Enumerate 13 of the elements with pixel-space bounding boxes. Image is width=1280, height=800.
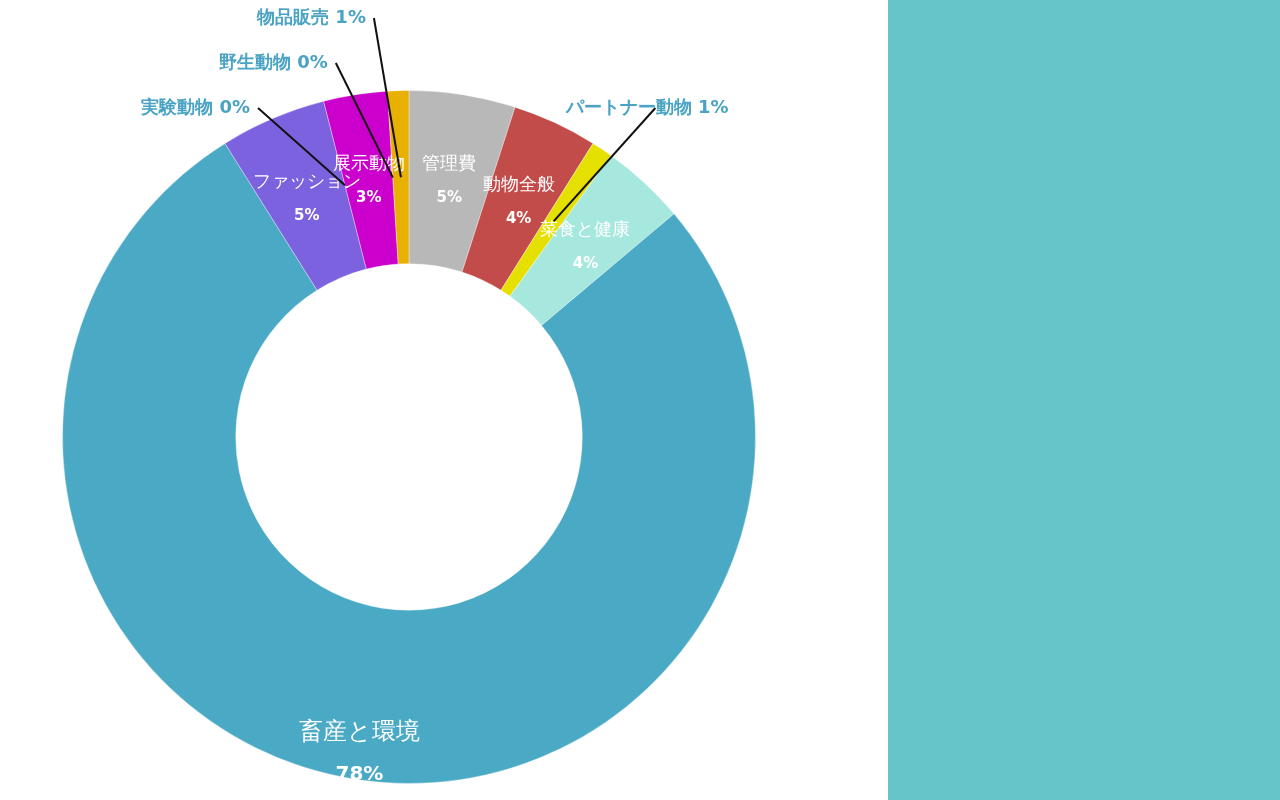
data-label: 5% [436, 188, 462, 207]
data-label: 3% [356, 188, 382, 207]
data-label: 4% [572, 254, 599, 273]
slice-label: パートナー動物 1% [564, 95, 729, 117]
category-label: 実験動物 0% [141, 95, 250, 117]
slice-label: 畜産と環境 [298, 717, 420, 746]
slice-label: 物品販売 1% [256, 5, 366, 27]
data-label: 4% [505, 209, 532, 228]
category-label: 野生動物 0% [219, 50, 328, 72]
data-label: 78% [335, 761, 384, 786]
slice-label: 菜食と健康 [540, 217, 631, 239]
slice-label: 管理費 [422, 151, 477, 173]
data-label: 5% [294, 205, 320, 224]
